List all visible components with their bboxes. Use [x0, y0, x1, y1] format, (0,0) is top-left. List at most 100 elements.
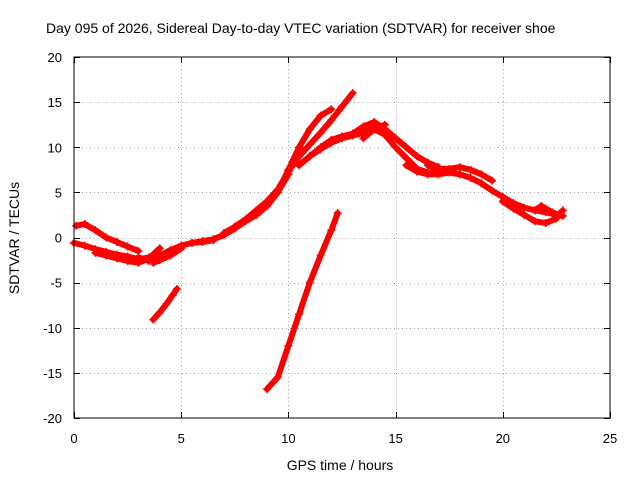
- data-point-marker: [123, 242, 132, 251]
- data-point-marker: [198, 237, 207, 246]
- data-point-marker: [530, 206, 539, 215]
- data-point-marker: [488, 176, 497, 185]
- x-tick-label: 10: [281, 431, 295, 446]
- y-tick-label: -5: [50, 276, 62, 291]
- data-point-marker: [262, 385, 271, 394]
- x-tick-label: 20: [496, 431, 510, 446]
- data-point-marker: [155, 256, 164, 265]
- data-point-marker: [91, 248, 100, 257]
- data-point-marker: [558, 206, 567, 215]
- data-point-marker: [455, 170, 464, 179]
- x-tick-label: 5: [178, 431, 185, 446]
- data-point-marker: [262, 201, 271, 210]
- data-point-marker: [155, 308, 164, 317]
- y-tick-label: 0: [55, 231, 62, 246]
- data-point-marker: [445, 164, 454, 173]
- y-tick-label: -20: [43, 411, 62, 426]
- x-axis-label: GPS time / hours: [287, 457, 394, 473]
- data-point-marker: [327, 105, 336, 114]
- data-point-marker: [102, 251, 111, 260]
- data-point-marker: [209, 235, 218, 244]
- x-tick-label: 0: [70, 431, 77, 446]
- plot-frame: [73, 56, 611, 419]
- data-point-marker: [168, 291, 177, 300]
- x-tick-label: 15: [388, 431, 402, 446]
- data-point-marker: [333, 209, 342, 218]
- data-point-marker: [241, 215, 250, 224]
- data-point-marker: [466, 165, 475, 174]
- data-point-marker: [370, 125, 379, 134]
- data-point-marker: [402, 143, 411, 152]
- chart-title: Day 095 of 2026, Sidereal Day-to-day VTE…: [46, 20, 556, 36]
- data-point-marker: [359, 122, 368, 131]
- data-point-marker: [80, 219, 89, 228]
- data-point-marker: [80, 241, 89, 250]
- data-point-marker: [391, 134, 400, 143]
- data-point-marker: [112, 238, 121, 247]
- y-tick-label: -15: [43, 366, 62, 381]
- axis-ticks: [74, 57, 611, 419]
- data-point-marker: [172, 284, 181, 293]
- data-point-marker: [327, 226, 336, 235]
- data-point-marker: [305, 152, 314, 161]
- data-point-marker: [348, 89, 357, 98]
- data-point-marker: [520, 203, 529, 212]
- series-band: [264, 210, 341, 393]
- series-arc-afternoon-b: [423, 161, 497, 185]
- data-point-marker: [338, 134, 346, 143]
- data-point-marker: [316, 128, 325, 137]
- data-point-marker: [537, 201, 546, 210]
- data-point-marker: [123, 256, 132, 265]
- data-point-marker: [327, 138, 336, 147]
- data-series-layer: [70, 89, 567, 394]
- data-point-marker: [149, 315, 158, 324]
- data-point-marker: [327, 116, 336, 125]
- data-point-marker: [402, 154, 411, 163]
- data-point-marker: [316, 111, 325, 120]
- data-point-marker: [466, 173, 475, 182]
- data-point-marker: [548, 208, 557, 217]
- data-point-marker: [149, 258, 158, 267]
- data-point-marker: [348, 129, 357, 138]
- data-point-marker: [402, 161, 411, 170]
- y-tick-label: 10: [48, 140, 62, 155]
- y-tick-label: 20: [48, 50, 62, 65]
- data-point-marker: [295, 161, 304, 170]
- data-point-marker: [230, 222, 239, 231]
- y-tick-labels: -20 -15 -10 -5 0 5 10 15 20: [43, 50, 62, 426]
- series-arc-evening-c: [530, 201, 567, 219]
- data-point-marker: [477, 170, 486, 179]
- data-point-marker: [554, 210, 563, 219]
- data-point-marker: [134, 253, 143, 262]
- data-point-marker: [455, 163, 464, 172]
- data-point-marker: [177, 244, 186, 253]
- series-arc-early-upper: [72, 219, 143, 256]
- data-point-marker: [220, 228, 229, 237]
- data-point-marker: [155, 244, 164, 253]
- series-band: [150, 245, 185, 266]
- data-point-marker: [72, 221, 81, 230]
- data-point-marker: [520, 210, 529, 219]
- y-tick-label: 15: [48, 95, 62, 110]
- data-point-marker: [284, 165, 293, 174]
- data-point-marker: [423, 161, 432, 170]
- data-point-marker: [370, 117, 379, 126]
- y-tick-label: -10: [43, 321, 62, 336]
- series-arc-rise-a: [262, 105, 336, 210]
- data-point-marker: [295, 143, 304, 152]
- data-point-marker: [359, 134, 368, 143]
- data-point-marker: [509, 204, 518, 213]
- data-point-marker: [166, 251, 175, 260]
- data-point-marker: [316, 145, 325, 154]
- data-point-marker: [162, 300, 171, 309]
- data-point-marker: [488, 186, 497, 195]
- series-arc-morning-b: [149, 244, 186, 267]
- data-point-marker: [423, 170, 432, 179]
- data-point-marker: [295, 310, 304, 319]
- data-point-marker: [112, 254, 121, 263]
- data-point-marker: [530, 217, 539, 226]
- x-tick-labels: 0 5 10 15 20 25: [70, 431, 617, 446]
- y-tick-label: 5: [55, 185, 62, 200]
- data-point-marker: [102, 233, 111, 242]
